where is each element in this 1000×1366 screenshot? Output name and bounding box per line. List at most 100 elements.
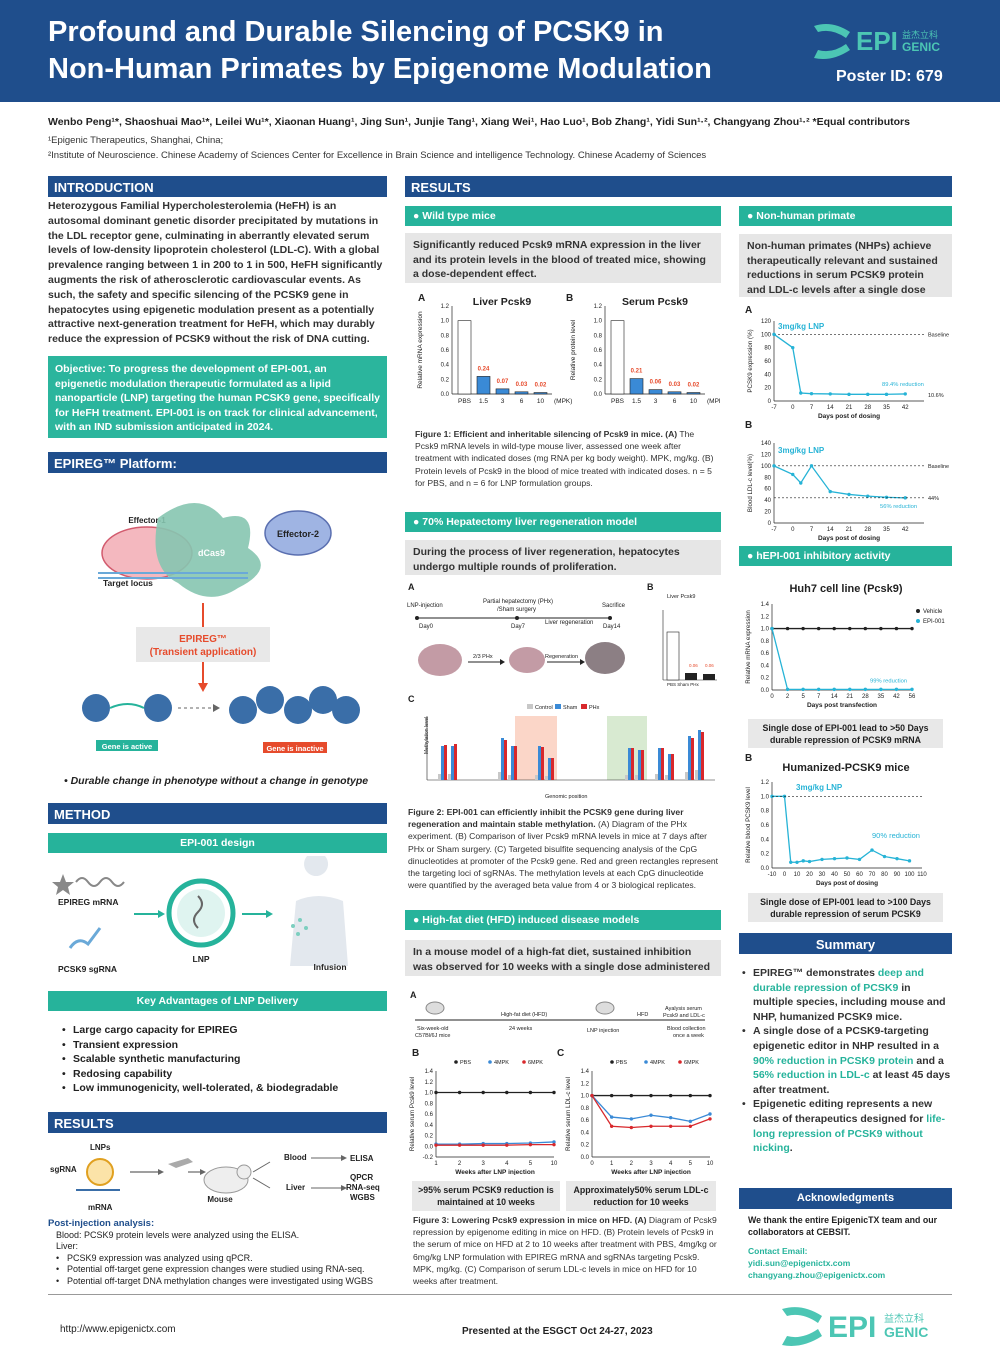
x-tick-label: 14 <box>827 527 834 533</box>
methylation-bar <box>451 746 454 780</box>
y-tick-label: 0.8 <box>581 1106 590 1112</box>
data-point <box>845 856 849 860</box>
data-point <box>832 856 837 861</box>
methylation-bar <box>658 748 661 780</box>
y-tick-label: 1.2 <box>425 1080 434 1086</box>
y-tick-label: 1.4 <box>581 1069 590 1075</box>
y-tick-label: 0.0 <box>581 1155 590 1161</box>
x-tick-label: 1.5 <box>479 398 488 405</box>
nhp-ldlc-chart: Blood LDL-c level(%) Days post of dosing 0… <box>747 441 949 542</box>
hepatectomy-summary: During the process of liver regeneration… <box>405 540 721 575</box>
x-tick-label: 4 <box>669 1161 673 1167</box>
x-tick-label: 1.5 <box>632 398 641 405</box>
x-tick-label: 2 <box>786 694 790 700</box>
footer-url[interactable]: http://www.epigenictx.com <box>60 1324 176 1335</box>
data-point <box>907 859 912 863</box>
methylation-bar <box>444 745 447 780</box>
data-point <box>866 494 870 498</box>
nhp-heading: ● Non-human primate <box>739 206 952 226</box>
y-tick-label: 80 <box>764 346 771 352</box>
objective-box: Objective: To progress the development o… <box>48 356 387 438</box>
data-point <box>847 392 851 397</box>
methylation-bar <box>514 746 517 780</box>
y-tick-label: 1.2 <box>441 304 450 310</box>
y-tick-label: 0.8 <box>761 639 770 645</box>
data-point <box>629 1093 634 1098</box>
x-tick-label: 50 <box>844 872 851 878</box>
data-point <box>832 626 836 631</box>
post-item: PCSK9 expression was analyzed using qPCR… <box>56 1253 387 1265</box>
svg-text:EPIREG™: EPIREG™ <box>179 634 227 645</box>
legend-label: 6MPK <box>684 1060 699 1066</box>
x-tick-label: 100 <box>904 872 915 878</box>
x-tick-label: -10 <box>768 872 777 878</box>
data-point <box>801 859 805 863</box>
y-tick-label: 0.8 <box>761 809 770 815</box>
author-list: Wenbo Peng¹*, Shaoshuai Mao¹*, Leilei Wu… <box>48 116 910 128</box>
svg-text:ELISA: ELISA <box>350 1154 374 1163</box>
x-tick-label: 28 <box>864 527 871 533</box>
data-point <box>708 1093 712 1098</box>
chart-title: Liver Pcsk9 <box>473 296 532 308</box>
data-point <box>649 1124 653 1128</box>
svg-text:EPIREG mRNA: EPIREG mRNA <box>58 897 118 907</box>
methylation-bar <box>638 750 641 780</box>
data-point <box>816 626 821 631</box>
data-point <box>505 1143 509 1147</box>
post-item: Potential off-target DNA methylation cha… <box>56 1276 387 1288</box>
svg-text:LNP injection: LNP injection <box>587 1028 619 1034</box>
series-line <box>436 1141 555 1145</box>
data-point <box>481 1143 485 1147</box>
poster-title: Profound and Durable Silencing of PCSK9 … <box>48 14 808 88</box>
bar <box>457 320 472 395</box>
methylation-bar <box>631 748 634 780</box>
svg-text:Liver: Liver <box>286 1183 305 1192</box>
x-tick-label: 3 <box>654 398 658 405</box>
data-point <box>552 1140 556 1144</box>
x-tick-label: 3 <box>501 398 505 405</box>
x-tick-label: 1 <box>610 1161 614 1167</box>
legend-marker <box>610 1060 614 1064</box>
x-axis-label: Days post of dosing <box>816 880 878 887</box>
methylation-bar <box>548 758 551 780</box>
svg-text:EPI: EPI <box>856 26 898 56</box>
svg-text:B: B <box>647 582 654 592</box>
x-tick-label: 14 <box>827 405 834 411</box>
y-tick-label: 0.2 <box>761 676 770 682</box>
legend-label: 4MPK <box>494 1060 509 1066</box>
y-tick-label: 20 <box>764 510 771 516</box>
data-point <box>668 1124 673 1128</box>
x-tick-label: 7 <box>817 694 821 700</box>
methylation-bar <box>535 775 538 780</box>
y-tick-label: 0 <box>768 399 772 405</box>
y-tick-label: 0.8 <box>441 333 450 339</box>
data-point <box>910 687 914 692</box>
data-point <box>863 626 868 631</box>
hfd-summary: In a mouse model of a high-fat diet, sus… <box>405 940 721 976</box>
y-tick-label: 0.4 <box>441 363 450 369</box>
x-tick-label: 35 <box>883 405 890 411</box>
x-tick-label: 0 <box>590 1161 594 1167</box>
data-point <box>552 1090 556 1095</box>
bar <box>476 376 491 395</box>
email-link-2[interactable]: changyang.zhou@epigenictx.com <box>748 1270 886 1280</box>
svg-text:Day7: Day7 <box>511 624 526 630</box>
email-link-1[interactable]: yidi.sun@epigenictx.com <box>748 1258 851 1268</box>
methylation-bar <box>655 774 658 780</box>
summary-heading: Summary <box>739 933 952 954</box>
annotation: 99% reduction <box>870 679 907 685</box>
x-tick-label: 70 <box>869 872 876 878</box>
methylation-bar <box>685 772 688 780</box>
summary-list: EPIREG™ demonstrates deep and durable re… <box>742 966 952 1156</box>
title-line-1: Profound and Durable Silencing of PCSK9 … <box>48 16 664 48</box>
svg-text:GENIC: GENIC <box>884 1324 928 1340</box>
summary-item-1: EPIREG™ demonstrates deep and durable re… <box>742 966 952 1024</box>
post-injection-analysis: Post-injection analysis: Blood: PCSK9 pr… <box>48 1218 387 1287</box>
hfd-note-pcsk9: >95% serum PCSK9 reduction is maintained… <box>412 1181 560 1211</box>
x-axis-label: Days post of dosing <box>818 535 880 542</box>
hepi-heading: ● hEPI-001 inhibitory activity <box>739 546 952 566</box>
svg-text:Control: Control <box>535 705 553 711</box>
y-tick-label: 0.2 <box>581 1143 590 1149</box>
advantage-item: Transient expression <box>62 1038 382 1053</box>
y-tick-label: 1.0 <box>581 1094 590 1100</box>
